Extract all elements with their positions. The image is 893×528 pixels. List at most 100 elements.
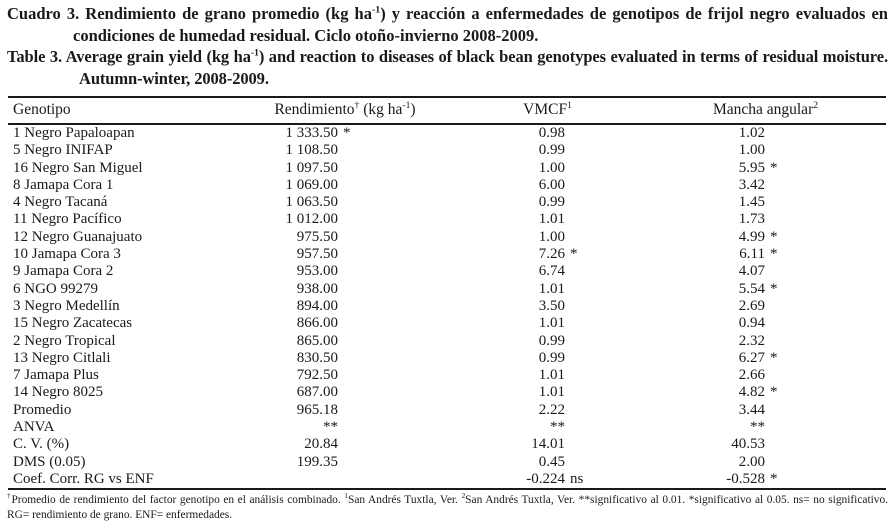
yield-value: 1 097.50 (285, 159, 339, 176)
table-row: 4 Negro Tacaná 1 063.50 0.99 1.45 (8, 194, 886, 211)
table-row: 13 Negro Citlali 830.50 0.99 6.27 * (8, 350, 886, 367)
title-en-text-cont: ) and reaction to diseases of black bean… (79, 47, 888, 88)
genotype-cell: 6 NGO 99279 (13, 280, 98, 297)
title-es-text-cont: ) y reacción a enfermedades de genotipos… (73, 4, 888, 45)
yield-significance-mark: * (343, 125, 351, 141)
mancha-value: 4.82 (738, 384, 765, 401)
header-rendimiento-close: ) (410, 101, 416, 118)
header-rendimiento-unit: (kg ha (359, 101, 403, 118)
yield-value: 866.00 (296, 315, 338, 332)
mancha-angular-cell: 2.32 (645, 333, 886, 350)
yield-value: 957.50 (296, 246, 338, 263)
footnote-text-3: San Andrés Tuxtla, Ver. **significativo … (7, 494, 889, 522)
table-row: 16 Negro San Miguel 1 097.50 1.00 5.95 * (8, 160, 886, 177)
yield-value: 199.35 (296, 453, 338, 470)
vmcf-cell: 1.01 (450, 367, 645, 384)
vmcf-cell: 0.99 (450, 350, 645, 367)
table-row: 12 Negro Guanajuato 975.50 1.00 4.99 * (8, 229, 886, 246)
mancha-value: -0.528 (726, 470, 765, 487)
vmcf-value: 0.99 (538, 194, 565, 211)
genotype-cell: 2 Negro Tropical (13, 332, 116, 349)
vmcf-cell: 1.00 (450, 160, 645, 177)
table-row: Coef. Corr. RG vs ENF -0.224 ns -0.528 * (8, 471, 886, 489)
vmcf-significance-mark: * (570, 246, 578, 263)
mancha-value: 5.95 (738, 159, 765, 176)
genotype-cell: 8 Jamapa Cora 1 (13, 176, 114, 193)
mancha-angular-cell: 1.00 (645, 142, 886, 159)
title-en-text: Table 3. Average grain yield (kg ha (7, 47, 251, 66)
genotype-cell: Coef. Corr. RG vs ENF (13, 470, 154, 487)
yield-value: 1 063.50 (285, 194, 339, 211)
mancha-angular-cell: 2.00 (645, 454, 886, 471)
table-row: C. V. (%) 20.84 14.01 40.53 (8, 436, 886, 453)
genotype-cell: Promedio (13, 401, 72, 418)
vmcf-cell: ** (450, 419, 645, 436)
mancha-angular-cell: 3.42 (645, 177, 886, 194)
vmcf-value: 1.01 (538, 211, 565, 228)
vmcf-cell: 0.45 (450, 454, 645, 471)
vmcf-cell: 0.99 (450, 142, 645, 159)
mancha-significance-mark: * (770, 159, 778, 176)
yield-cell: 975.50 (240, 229, 450, 246)
genotype-cell: 3 Negro Medellín (13, 297, 120, 314)
superscript: 1 (567, 99, 572, 111)
yield-value: 938.00 (296, 280, 338, 297)
yield-value: 1 069.00 (285, 176, 339, 193)
mancha-angular-cell: 2.69 (645, 298, 886, 315)
yield-cell: 687.00 (240, 384, 450, 401)
genotype-cell: 16 Negro San Miguel (13, 159, 143, 176)
table-row: DMS (0.05) 199.35 0.45 2.00 (8, 454, 886, 471)
table-row: 14 Negro 8025 687.00 1.01 4.82 * (8, 384, 886, 401)
table-footnote: †Promedio de rendimiento del factor geno… (7, 491, 889, 523)
mancha-angular-cell: 1.73 (645, 211, 886, 228)
mancha-value: 2.00 (738, 453, 765, 470)
genotype-cell: 13 Negro Citlali (13, 349, 111, 366)
vmcf-cell: -0.224 ns (450, 471, 645, 489)
table-row: 3 Negro Medellín 894.00 3.50 2.69 (8, 298, 886, 315)
yield-value: 975.50 (296, 228, 338, 245)
yield-cell: 20.84 (240, 436, 450, 453)
mancha-value: ** (750, 419, 765, 436)
superscript: -1 (371, 4, 381, 16)
vmcf-value: 7.26 (538, 246, 565, 263)
table-row: 10 Jamapa Cora 3 957.50 7.26 * 6.11 * (8, 246, 886, 263)
genotype-cell: ANVA (13, 419, 55, 436)
header-rendimiento-text: Rendimiento (274, 101, 355, 118)
table-row: ANVA ** ** ** (8, 419, 886, 436)
vmcf-cell: 0.98 (450, 124, 645, 142)
vmcf-value: 0.99 (538, 332, 565, 349)
superscript: 1 (344, 491, 348, 501)
table-row: 6 NGO 99279 938.00 1.01 5.54 * (8, 281, 886, 298)
mancha-value: 3.42 (738, 176, 765, 193)
table-row: 2 Negro Tropical 865.00 0.99 2.32 (8, 333, 886, 350)
table-header: Genotipo Rendimiento† (kg ha-1) VMCF1 Ma… (8, 97, 886, 125)
superscript: 2 (461, 491, 466, 501)
yield-cell: 1 012.00 (240, 211, 450, 228)
mancha-angular-cell: 4.07 (645, 263, 886, 280)
vmcf-value: 14.01 (531, 436, 565, 453)
yield-value: 1 333.50 (285, 125, 339, 141)
genotype-cell: 15 Negro Zacatecas (13, 315, 133, 332)
vmcf-value: 0.98 (538, 125, 565, 141)
yield-cell: 938.00 (240, 281, 450, 298)
mancha-angular-cell: 3.44 (645, 402, 886, 419)
mancha-angular-cell: 4.99 * (645, 229, 886, 246)
yield-value: ** (323, 419, 338, 436)
genotype-cell: C. V. (%) (13, 436, 70, 453)
vmcf-value: 3.50 (538, 297, 565, 314)
mancha-value: 2.66 (738, 367, 765, 384)
mancha-angular-cell: 5.54 * (645, 281, 886, 298)
yield-cell: 199.35 (240, 454, 450, 471)
vmcf-cell: 1.01 (450, 211, 645, 228)
mancha-value: 40.53 (731, 436, 765, 453)
vmcf-cell: 7.26 * (450, 246, 645, 263)
yield-cell: 1 063.50 (240, 194, 450, 211)
table-title-spanish: Cuadro 3. Rendimiento de grano promedio … (7, 3, 888, 46)
genotype-cell: 14 Negro 8025 (13, 384, 103, 401)
footnote-text-2: San Andrés Tuxtla, Ver. (347, 494, 462, 507)
vmcf-value: -0.224 (526, 470, 565, 487)
header-vmcf-text: VMCF (523, 101, 568, 118)
header-rendimiento: Rendimiento† (kg ha-1) (240, 97, 450, 125)
mancha-angular-cell: 4.82 * (645, 384, 886, 401)
vmcf-value: 1.01 (538, 384, 565, 401)
